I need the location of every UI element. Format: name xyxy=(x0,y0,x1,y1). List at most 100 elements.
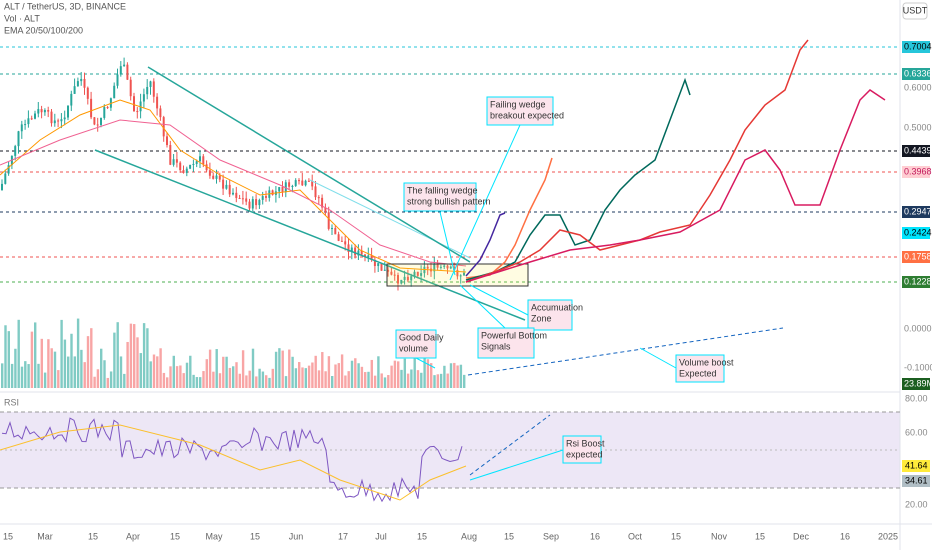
projection xyxy=(465,77,691,281)
volume-bar xyxy=(324,371,327,388)
candle-body xyxy=(162,117,165,137)
candle-body xyxy=(86,87,89,99)
volume-bar xyxy=(199,377,202,388)
volume-bar xyxy=(436,374,439,388)
x-tick-label: May xyxy=(205,531,223,541)
price-label: 0.0000 xyxy=(904,323,932,333)
volume-bar xyxy=(7,331,10,388)
volume-bar xyxy=(278,348,281,388)
rsi-axis-label: 80.00 xyxy=(905,393,928,403)
candle-body xyxy=(90,98,93,118)
volume-bar xyxy=(261,371,265,388)
callout xyxy=(486,96,554,126)
candle-body xyxy=(119,66,122,75)
ema xyxy=(0,119,467,267)
candle-body xyxy=(76,81,79,87)
volume-bar xyxy=(172,355,175,388)
volume-bar xyxy=(443,365,446,388)
volume-bar xyxy=(268,377,271,388)
candle-body xyxy=(278,187,281,192)
candle-body xyxy=(195,161,198,164)
volume-bar xyxy=(159,348,162,388)
candle-body xyxy=(169,145,172,165)
volume-bar xyxy=(439,373,443,388)
candle-body xyxy=(142,94,145,102)
candle-body xyxy=(284,182,287,193)
volume-bar xyxy=(53,351,57,388)
volume-bar xyxy=(357,363,360,388)
callout-pointer xyxy=(469,449,564,481)
volume-bar xyxy=(327,356,331,388)
candle-body xyxy=(241,198,244,200)
x-tick-label: 16 xyxy=(840,531,850,541)
callout-pointer xyxy=(415,357,436,369)
callout-text: Signals xyxy=(481,341,511,351)
volume-bar xyxy=(24,361,27,388)
callout-pointer xyxy=(459,284,506,329)
candle-body xyxy=(129,79,132,97)
x-tick-label: 2025 xyxy=(878,531,898,541)
volume-bar xyxy=(90,328,93,388)
candle-body xyxy=(53,120,56,124)
candle-body xyxy=(20,124,23,132)
volume-bar xyxy=(100,348,103,388)
x-tick-label: Oct xyxy=(628,531,643,541)
candle-body xyxy=(67,105,69,118)
candle-body xyxy=(172,159,175,165)
volume-bar xyxy=(37,363,40,388)
candle-body xyxy=(156,96,159,109)
candle-body xyxy=(222,179,225,189)
price-tag xyxy=(902,41,930,53)
volume-bar xyxy=(208,349,212,388)
candle-body xyxy=(367,255,370,258)
candle-body xyxy=(60,119,63,122)
price-label: -0.1000 xyxy=(904,362,932,372)
candle-body xyxy=(265,196,267,198)
volume-bar xyxy=(179,365,182,388)
candle-body xyxy=(370,255,373,260)
x-tick-label: Sep xyxy=(543,531,559,541)
volume-bar xyxy=(189,355,192,388)
candle-body xyxy=(294,180,297,186)
rsi-label: RSI xyxy=(4,397,19,407)
rsi-axis-label: 20.00 xyxy=(905,499,928,509)
volume-bar xyxy=(14,348,17,388)
candle-body xyxy=(314,186,317,198)
volume-bar xyxy=(139,353,142,388)
candle-body xyxy=(189,164,192,169)
volume-bar xyxy=(63,339,67,388)
candle-body xyxy=(377,263,380,267)
candle-body xyxy=(218,175,221,180)
candle-body xyxy=(327,212,330,229)
x-tick-label: 17 xyxy=(338,531,348,541)
candle-body xyxy=(350,247,353,252)
candle-body xyxy=(199,156,201,162)
candle-body xyxy=(436,263,439,268)
volume-bar xyxy=(265,375,268,388)
callout-text: Zone xyxy=(531,313,552,323)
candle-body xyxy=(443,265,446,267)
candle-body xyxy=(205,164,208,171)
currency[interactable]: USDT xyxy=(903,5,928,15)
candle-body xyxy=(4,173,7,184)
candle-body xyxy=(228,184,231,195)
candle-body xyxy=(298,180,300,182)
candle-body xyxy=(47,110,50,112)
candle-body xyxy=(334,228,337,235)
candle-body xyxy=(96,124,99,126)
volume-bar xyxy=(288,349,291,388)
callout-text: Accumuation xyxy=(531,302,583,312)
x-tick-label: Aug xyxy=(461,531,477,541)
candle-body xyxy=(73,86,76,94)
volume-bar xyxy=(27,364,30,388)
volume-bar xyxy=(380,373,383,388)
candle-body xyxy=(192,163,195,165)
callout-text: Expected xyxy=(679,368,717,378)
candle-body xyxy=(146,86,149,95)
volume-bar xyxy=(416,370,420,388)
volume-bar xyxy=(40,338,43,388)
candle-body xyxy=(83,78,86,88)
candle-body xyxy=(136,111,139,113)
candle-body xyxy=(331,228,333,230)
currency-button[interactable] xyxy=(902,2,928,20)
